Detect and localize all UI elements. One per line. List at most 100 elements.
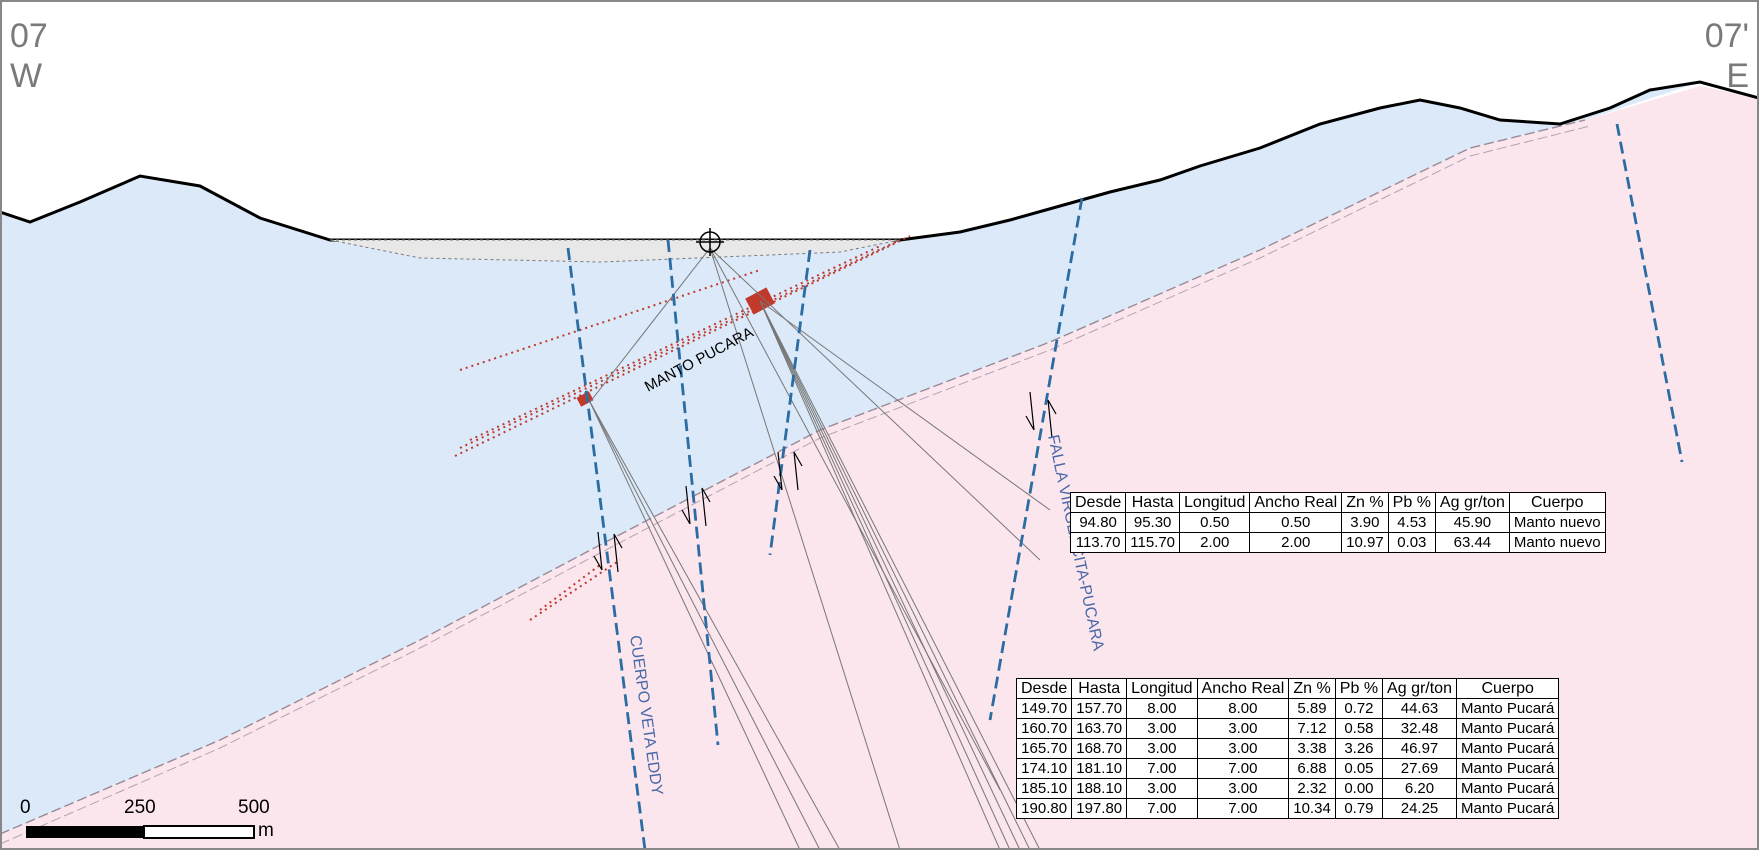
table-row: 174.10 181.10 7.00 7.00 6.88 0.05 27.69 Manto P…	[1015, 758, 1560, 779]
lower-lithology-unit	[0, 86, 1759, 850]
table-cell: 3.00	[1126, 778, 1198, 799]
table-cell: 95.30	[1125, 512, 1181, 533]
table-cell: 3.00	[1126, 718, 1198, 739]
table-cell: 10.97	[1341, 532, 1389, 553]
table-cell: 157.70	[1071, 698, 1128, 719]
scale-bar	[26, 825, 255, 839]
fault-movement-arrows	[593, 391, 1057, 573]
column-header: Ag gr/ton	[1382, 678, 1457, 699]
table-cell: 3.38	[1288, 738, 1336, 759]
table-cell: 0.50	[1179, 512, 1251, 533]
table-header-row: Desde Hasta Longitud Ancho Real Zn % Pb % Ag g…	[1069, 492, 1606, 513]
table-cell: 168.70	[1071, 738, 1128, 759]
table-cell: 0.05	[1334, 758, 1384, 779]
assay-table-upper: Desde Hasta Longitud Ancho Real Zn % Pb % Ag g…	[1069, 492, 1606, 553]
table-cell: 2.00	[1249, 532, 1343, 553]
column-header: Ag gr/ton	[1434, 492, 1510, 513]
table-cell: 149.70	[1015, 698, 1073, 719]
table-cell: 188.10	[1071, 778, 1128, 799]
assay-table-lower: Desde Hasta Longitud Ancho Real Zn % Pb % Ag g…	[1015, 678, 1560, 819]
column-header: Pb %	[1334, 678, 1384, 699]
column-header: Cuerpo	[1508, 492, 1606, 513]
table-cell: 181.10	[1071, 758, 1128, 779]
table-cell: 5.89	[1288, 698, 1336, 719]
column-header: Desde	[1069, 492, 1127, 513]
section-east-label: 07' E	[1705, 16, 1749, 96]
table-cell: 3.00	[1196, 778, 1290, 799]
table-cell: 0.58	[1334, 718, 1384, 739]
table-cell: 10.34	[1288, 798, 1336, 819]
column-header: Hasta	[1125, 492, 1181, 513]
table-cell: 4.53	[1387, 512, 1436, 533]
table-cell: 8.00	[1126, 698, 1198, 719]
table-cell: 7.00	[1196, 758, 1290, 779]
table-cell: 63.44	[1434, 532, 1510, 553]
table-row: 190.80 197.80 7.00 7.00 10.34 0.79 24.25 Manto …	[1015, 798, 1560, 819]
table-row: 160.70 163.70 3.00 3.00 7.12 0.58 32.48 Manto P…	[1015, 718, 1560, 739]
table-cell: 2.32	[1288, 778, 1336, 799]
column-header: Hasta	[1071, 678, 1128, 699]
table-cell: 3.90	[1341, 512, 1389, 533]
table-cell: 197.80	[1071, 798, 1128, 819]
table-cell: 46.97	[1382, 738, 1457, 759]
table-cell: 6.88	[1288, 758, 1336, 779]
column-header: Longitud	[1179, 492, 1251, 513]
table-cell: 3.00	[1196, 738, 1290, 759]
table-cell: 44.63	[1382, 698, 1457, 719]
table-cell: 94.80	[1069, 512, 1127, 533]
table-cell: 3.00	[1126, 738, 1198, 759]
table-cell: 185.10	[1015, 778, 1073, 799]
scale-tick-500: 500	[238, 797, 270, 818]
lithology-contact-line	[0, 119, 1586, 835]
table-cell: Manto nuevo	[1508, 512, 1606, 533]
table-cell: 160.70	[1015, 718, 1073, 739]
column-header: Desde	[1015, 678, 1073, 699]
table-cell: Manto Pucará	[1455, 718, 1560, 739]
table-cell: 7.12	[1288, 718, 1336, 739]
column-header: Zn %	[1341, 492, 1389, 513]
table-cell: Manto Pucará	[1455, 758, 1560, 779]
table-cell: 7.00	[1196, 798, 1290, 819]
table-cell: 7.00	[1126, 758, 1198, 779]
topographic-surface	[0, 80, 1759, 242]
table-cell: 174.10	[1015, 758, 1073, 779]
scale-tick-250: 250	[124, 797, 156, 818]
column-header: Cuerpo	[1455, 678, 1560, 699]
table-cell: 0.79	[1334, 798, 1384, 819]
east-section-code: 07'	[1704, 17, 1749, 55]
east-direction: E	[1726, 57, 1749, 95]
column-header: Ancho Real	[1196, 678, 1290, 699]
table-cell: 163.70	[1071, 718, 1128, 739]
faults	[566, 123, 1684, 850]
table-cell: Manto Pucará	[1455, 798, 1560, 819]
column-header: Pb %	[1387, 492, 1436, 513]
table-cell: 0.72	[1334, 698, 1384, 719]
table-cell: 115.70	[1125, 532, 1181, 553]
table-cell: 0.00	[1334, 778, 1384, 799]
table-row: 165.70 168.70 3.00 3.00 3.38 3.26 46.97 Manto P…	[1015, 738, 1560, 759]
column-header: Zn %	[1288, 678, 1336, 699]
table-cell: 45.90	[1434, 512, 1510, 533]
table-cell: 27.69	[1382, 758, 1457, 779]
upper-lithology-unit	[0, 82, 1700, 834]
table-cell: Manto Pucará	[1455, 738, 1560, 759]
table-cell: Manto nuevo	[1508, 532, 1606, 553]
table-row: 185.10 188.10 3.00 3.00 2.32 0.00 6.20 Manto Pu…	[1015, 778, 1560, 799]
column-header: Longitud	[1126, 678, 1198, 699]
table-row: 149.70 157.70 8.00 8.00 5.89 0.72 44.63 Manto P…	[1015, 698, 1560, 719]
table-cell: 0.50	[1249, 512, 1343, 533]
table-cell: 32.48	[1382, 718, 1457, 739]
section-west-label: 07 W	[10, 16, 48, 96]
scale-tick-0: 0	[20, 797, 31, 818]
table-cell: 165.70	[1015, 738, 1073, 759]
mineralization-zones	[454, 235, 911, 621]
table-cell: 24.25	[1382, 798, 1457, 819]
table-cell: 190.80	[1015, 798, 1073, 819]
scale-unit: m	[258, 820, 274, 841]
table-cell: 3.00	[1196, 718, 1290, 739]
table-cell: 6.20	[1382, 778, 1457, 799]
column-header: Ancho Real	[1249, 492, 1343, 513]
mineralized-intercept-2	[576, 391, 594, 407]
